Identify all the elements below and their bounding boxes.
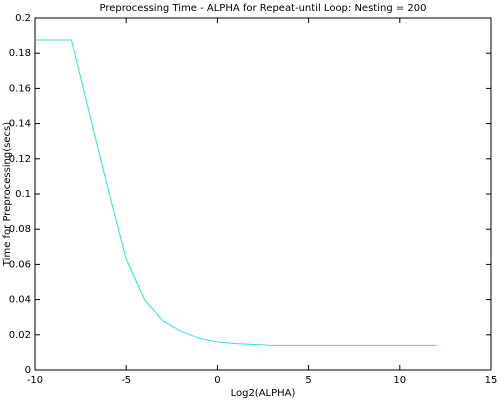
x-tick-label: 10 xyxy=(393,375,406,386)
x-tick-label: 15 xyxy=(485,375,498,386)
y-tick-label: 0.2 xyxy=(15,13,31,24)
y-tick-label: 0.06 xyxy=(9,259,31,270)
x-tick-label: -5 xyxy=(121,375,131,386)
y-tick-label: 0.14 xyxy=(9,119,31,130)
y-tick-label: 0.02 xyxy=(9,330,31,341)
x-tick-label: 0 xyxy=(214,375,220,386)
y-tick-label: 0.1 xyxy=(15,189,31,200)
y-tick-label: 0.16 xyxy=(9,83,31,94)
chart-title: Preprocessing Time - ALPHA for Repeat-un… xyxy=(99,3,426,14)
data-line xyxy=(35,39,437,346)
y-tick-label: 0.08 xyxy=(9,224,31,235)
y-axis-label: Time for Preprocessing(secs) xyxy=(2,122,13,267)
y-tick-label: 0.04 xyxy=(9,295,31,306)
plot-frame xyxy=(34,17,492,371)
y-tick-label: 0.12 xyxy=(9,154,31,165)
y-tick-label: 0 xyxy=(25,365,31,376)
y-tick-label: 0.18 xyxy=(9,48,31,59)
x-axis-label: Log2(ALPHA) xyxy=(231,388,296,399)
x-tick-label: 5 xyxy=(305,375,311,386)
x-tick-label: -10 xyxy=(27,375,43,386)
